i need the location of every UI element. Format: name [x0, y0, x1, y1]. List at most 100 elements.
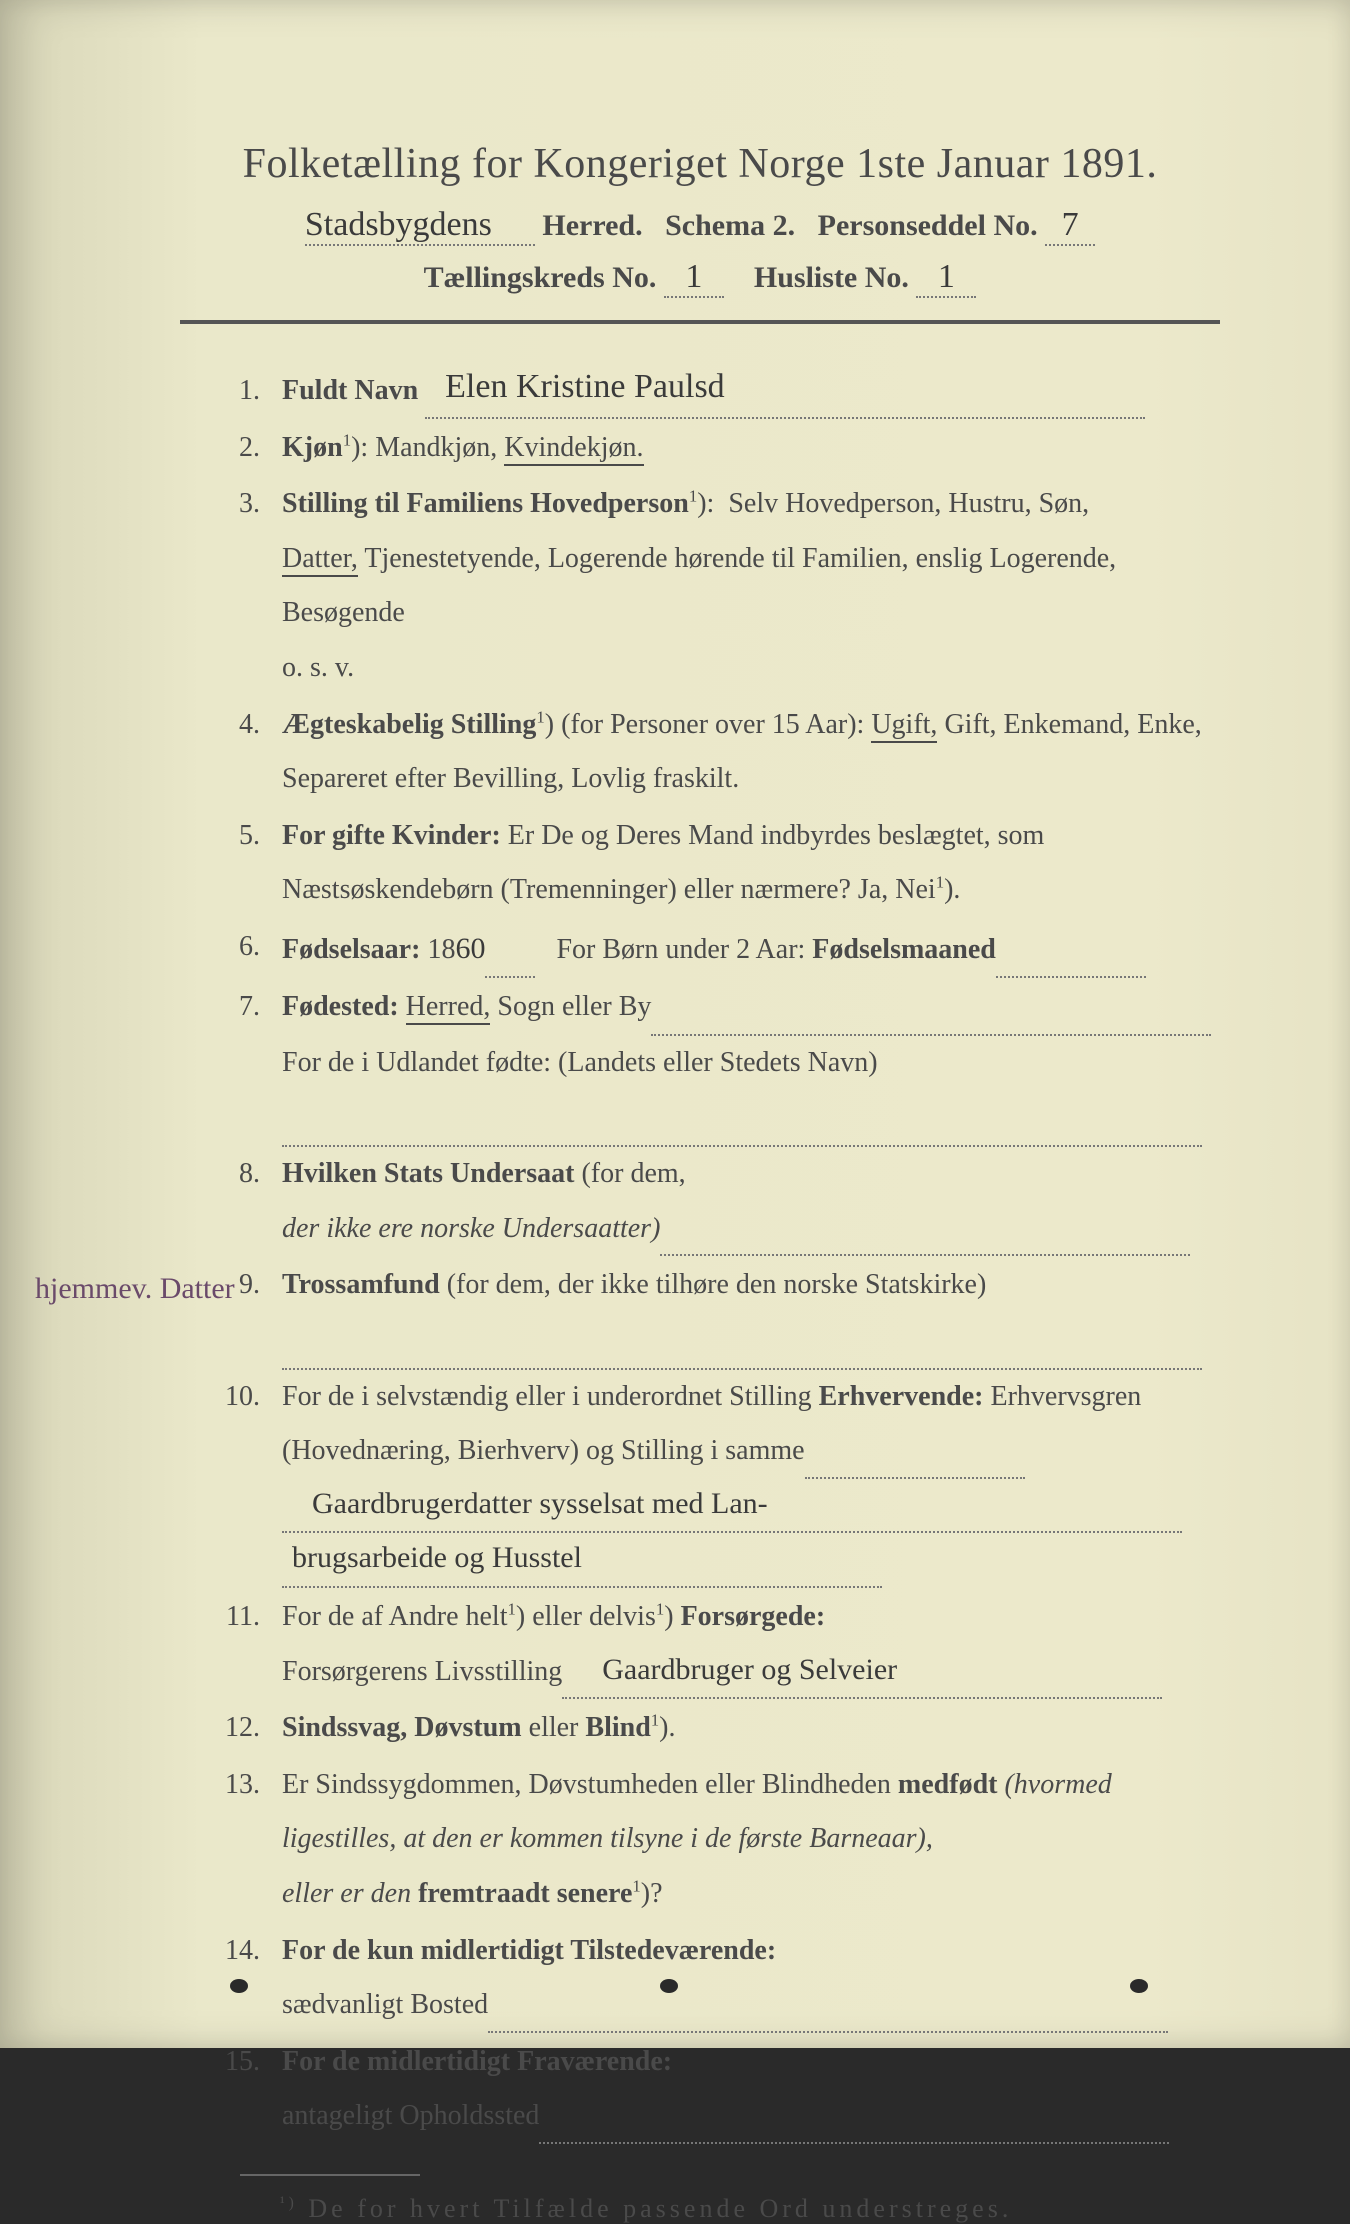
q1-label: Fuldt Navn — [282, 375, 418, 406]
kreds-handwritten: 1 — [664, 258, 724, 298]
q14-label: For de kun midlertidigt Tilstedeværende: — [282, 1935, 776, 1966]
item-body: For gifte Kvinder: Er De og Deres Mand i… — [282, 809, 1220, 918]
item-number: 3. — [180, 477, 282, 695]
q7-label: Fødested: — [282, 991, 399, 1022]
q13-text-c: eller er den — [282, 1878, 418, 1909]
q10-handwritten-b: brugsarbeide og Husstel — [292, 1529, 582, 1588]
item-body: Fuldt Navn Elen Kristine Paulsd — [282, 364, 1220, 419]
item-number: 10. — [180, 1370, 282, 1588]
item-number: 8. — [180, 1147, 282, 1256]
blank-dotted-line — [180, 1093, 1220, 1148]
census-form-page: Folketælling for Kongeriget Norge 1ste J… — [0, 0, 1350, 2048]
q10-text-a: For de i selvstændig eller i underordnet… — [282, 1381, 819, 1412]
q4-text-a: (for Personer over 15 Aar): — [561, 709, 871, 740]
form-title: Folketælling for Kongeriget Norge 1ste J… — [180, 140, 1220, 188]
q9-label: Trossamfund — [282, 1269, 440, 1300]
q13-text-a: Er Sindssygdommen, Døvstumheden eller Bl… — [282, 1769, 898, 1800]
q11-handwritten: Gaardbruger og Selveier — [602, 1641, 897, 1700]
q10-label: Erhvervende: — [819, 1381, 984, 1412]
q11-label: Forsørgede: — [674, 1601, 826, 1632]
q3-text-b: Tjenestetyende, Logerende hørende til Fa… — [282, 543, 1116, 629]
item-number: 7. — [180, 980, 282, 1090]
item-body: For de af Andre helt1) eller delvis1) Fo… — [282, 1590, 1220, 1699]
item-body: Ægteskabelig Stilling1) (for Personer ov… — [282, 698, 1220, 807]
q4-label: Ægteskabelig Stilling — [282, 709, 536, 740]
q2-text: Mandkjøn, — [375, 432, 504, 463]
item-4: 4. Ægteskabelig Stilling1) (for Personer… — [180, 698, 1220, 807]
q5-label: For gifte Kvinder: — [282, 820, 501, 851]
item-13: 13. Er Sindssygdommen, Døvstumheden elle… — [180, 1758, 1220, 1922]
q7-text-a: Sogn eller By — [490, 991, 651, 1022]
punch-hole — [230, 1979, 248, 1993]
header-line-2: Stadsbygdens Herred. Schema 2. Personsed… — [180, 206, 1220, 246]
kreds-label: Tællingskreds No. — [424, 261, 657, 294]
husliste-label: Husliste No. — [754, 261, 909, 294]
schema-label: Schema 2. — [665, 209, 795, 242]
form-header: Folketælling for Kongeriget Norge 1ste J… — [180, 140, 1220, 324]
q3-underlined: Datter, — [282, 543, 358, 577]
item-number: 11. — [180, 1590, 282, 1699]
q3-text-a: Selv Hovedperson, Hustru, Søn, — [728, 488, 1089, 519]
q6-label-b: Fødselsmaaned — [812, 934, 996, 965]
q4-underlined: Ugift, — [871, 709, 937, 743]
item-1: 1. Fuldt Navn Elen Kristine Paulsd — [180, 364, 1220, 419]
q12-label: Sindssvag, Døvstum — [282, 1712, 522, 1743]
item-body: Er Sindssygdommen, Døvstumheden eller Bl… — [282, 1758, 1220, 1922]
q6-handwritten: 60 — [455, 932, 485, 965]
q6-label: Fødselsaar: — [282, 934, 420, 965]
item-2: 2. Kjøn1): Mandkjøn, Kvindekjøn. — [180, 421, 1220, 476]
q1-handwritten: Elen Kristine Paulsd — [445, 354, 725, 420]
item-number: 2. — [180, 421, 282, 476]
q9-text: (for dem, der ikke tilhøre den norske St… — [440, 1269, 987, 1300]
q14-text: sædvanligt Bosted — [282, 1989, 488, 2020]
item-number: 6. — [180, 920, 282, 979]
item-12: 12. Sindssvag, Døvstum eller Blind1). — [180, 1701, 1220, 1756]
blank-dotted-line — [180, 1315, 1220, 1370]
item-body: Sindssvag, Døvstum eller Blind1). — [282, 1701, 1220, 1756]
item-body: Fødselsaar: 1860 For Børn under 2 Aar: F… — [282, 920, 1220, 979]
item-9: 9. Trossamfund (for dem, der ikke tilhør… — [180, 1258, 1220, 1313]
footnote-rule — [240, 2174, 420, 2176]
personseddel-label: Personseddel No. — [818, 209, 1038, 242]
personseddel-handwritten: 7 — [1045, 206, 1095, 246]
item-6: 6. Fødselsaar: 1860 For Børn under 2 Aar… — [180, 920, 1220, 979]
item-10: 10. For de i selvstændig eller i underor… — [180, 1370, 1220, 1588]
item-3: 3. Stilling til Familiens Hovedperson1):… — [180, 477, 1220, 695]
item-5: 5. For gifte Kvinder: Er De og Deres Man… — [180, 809, 1220, 918]
q6-year-pre: 18 — [420, 934, 455, 965]
q10-handwritten-a: Gaardbrugerdatter sysselsat med Lan- — [312, 1475, 768, 1534]
item-number: 1. — [180, 364, 282, 419]
q11-text-a: For de af Andre helt — [282, 1601, 508, 1632]
item-number: 4. — [180, 698, 282, 807]
husliste-handwritten: 1 — [916, 258, 976, 298]
q15-text: antageligt Opholdssted — [282, 2100, 539, 2131]
item-number: 14. — [180, 1924, 282, 2033]
item-number: 15. — [180, 2035, 282, 2144]
q12-text: eller — [522, 1712, 586, 1743]
item-body: Fødested: Herred, Sogn eller By For de i… — [282, 980, 1220, 1090]
q3-text-c: o. s. v. — [282, 652, 354, 683]
herred-handwritten: Stadsbygdens — [305, 206, 535, 246]
q8-text-a: (for dem, — [574, 1158, 685, 1189]
footnote-text: De for hvert Tilfælde passende Ord under… — [308, 2194, 1012, 2223]
item-body: For de midlertidigt Fraværende: antageli… — [282, 2035, 1220, 2144]
item-body: For de kun midlertidigt Tilstedeværende:… — [282, 1924, 1220, 2033]
q3-label: Stilling til Familiens Hovedperson — [282, 488, 689, 519]
header-line-3: Tællingskreds No. 1 Husliste No. 1 — [180, 258, 1220, 298]
q12-label-b: Blind — [585, 1712, 650, 1743]
punch-hole — [660, 1979, 678, 1993]
item-7: 7. Fødested: Herred, Sogn eller By For d… — [180, 980, 1220, 1090]
q2-label: Kjøn — [282, 432, 343, 463]
item-number: 13. — [180, 1758, 282, 1922]
q2-underlined: Kvindekjøn. — [504, 432, 643, 466]
q8-text-b: der ikke ere norske Undersaatter) — [282, 1213, 660, 1244]
item-body: For de i selvstændig eller i underordnet… — [282, 1370, 1220, 1588]
item-body: Stilling til Familiens Hovedperson1): Se… — [282, 477, 1220, 695]
item-8: 8. Hvilken Stats Undersaat (for dem, der… — [180, 1147, 1220, 1256]
item-body: Hvilken Stats Undersaat (for dem, der ik… — [282, 1147, 1220, 1256]
q13-bold-b: fremtraadt senere — [418, 1878, 632, 1909]
q11-text-c: Forsørgerens Livsstilling — [282, 1656, 562, 1687]
footnote-marker: ¹) — [280, 2194, 298, 2211]
q7-underlined: Herred, — [406, 991, 491, 1025]
herred-label: Herred. — [542, 209, 642, 242]
